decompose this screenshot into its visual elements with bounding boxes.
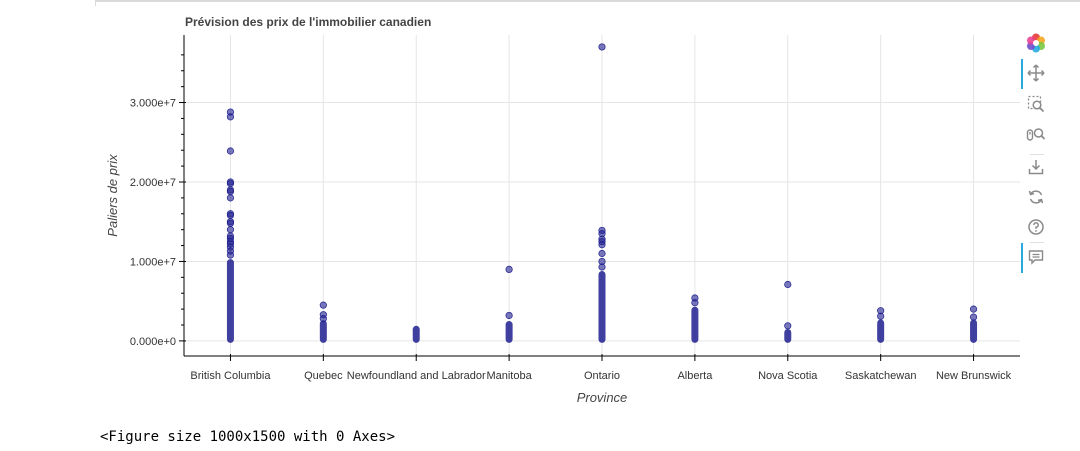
data-point [226, 179, 235, 188]
toolbar-divider [1030, 154, 1044, 155]
x-axis-label: Province [577, 390, 628, 405]
data-point [226, 251, 235, 259]
save-tool-icon [1028, 160, 1044, 175]
x-tick-label: Nova Scotia [758, 370, 818, 382]
y-axis-label: Paliers de prix [105, 154, 120, 237]
cell-top-border [95, 0, 1080, 2]
data-point [226, 147, 235, 155]
wheel-zoom-tool-button[interactable] [1021, 122, 1051, 148]
figure-output-text: <Figure size 1000x1500 with 0 Axes> [100, 429, 396, 445]
data-point-cluster [970, 319, 978, 343]
reset-tool-button[interactable] [1021, 184, 1051, 210]
x-tick-label: Ontario [584, 370, 620, 382]
chart-toolbar [1021, 30, 1051, 280]
data-point-cluster [598, 270, 606, 343]
data-point [505, 265, 513, 273]
x-tick-label: New Brunswick [936, 370, 1012, 382]
data-point-cluster [784, 328, 792, 343]
y-tick-label: 2.000e+7 [130, 177, 176, 189]
data-point [598, 263, 606, 271]
chart-title: Prévision des prix de l'immobilier canad… [185, 15, 431, 29]
data-point [784, 322, 792, 330]
data-point [598, 241, 606, 249]
cell-top-border-cap [95, 0, 96, 6]
data-point [226, 187, 235, 196]
data-point-cluster [412, 325, 420, 343]
data-point [505, 311, 513, 320]
data-point [969, 313, 978, 321]
toolbar-divider [1030, 242, 1044, 243]
wheel-zoom-tool-icon [1026, 128, 1046, 141]
pan-tool-icon [1027, 64, 1045, 82]
data-point [598, 249, 606, 258]
y-tick-label: 3.000e+7 [130, 98, 176, 110]
data-point-cluster [226, 259, 234, 343]
x-tick-label: Saskatchewan [845, 370, 917, 382]
x-tick-label: Quebec [304, 370, 343, 382]
bokeh-logo-icon[interactable] [1021, 30, 1051, 56]
hover-tool-icon [1028, 250, 1044, 265]
data-point [877, 312, 885, 320]
x-tick-label: Newfoundland and Labrador [347, 370, 486, 382]
data-point-cluster [319, 320, 327, 343]
chart-canvas[interactable]: 0.000e+0 1.000e+7 2.000e+7 3.000e+7 British … [0, 0, 1020, 420]
data-point [226, 226, 235, 234]
data-point [691, 299, 699, 307]
data-point-cluster [505, 321, 513, 343]
data-point [598, 43, 606, 51]
y-tick-label: 1.000e+7 [130, 256, 176, 268]
pan-tool-button[interactable] [1021, 59, 1051, 89]
hover-tool-button[interactable] [1021, 243, 1051, 273]
data-point [784, 280, 792, 289]
reset-tool-icon [1028, 190, 1044, 204]
box-zoom-tool-icon [1027, 95, 1045, 113]
y-tick-label: 0.000e+0 [130, 336, 176, 348]
help-tool-icon [1028, 219, 1044, 235]
data-point [319, 315, 327, 323]
data-point-cluster [877, 319, 885, 343]
help-tool-button[interactable] [1021, 214, 1051, 240]
box-zoom-tool-button[interactable] [1021, 91, 1051, 117]
data-point-cluster [691, 306, 699, 343]
data-point [226, 219, 235, 227]
x-tick-label: Alberta [677, 370, 713, 382]
data-point [969, 305, 978, 313]
x-tick-label: British Columbia [190, 370, 271, 382]
data-point [226, 194, 235, 202]
save-tool-button[interactable] [1021, 154, 1051, 180]
data-point [319, 301, 327, 309]
data-point [226, 211, 235, 219]
x-tick-label: Manitoba [486, 370, 532, 382]
data-point [226, 113, 235, 121]
